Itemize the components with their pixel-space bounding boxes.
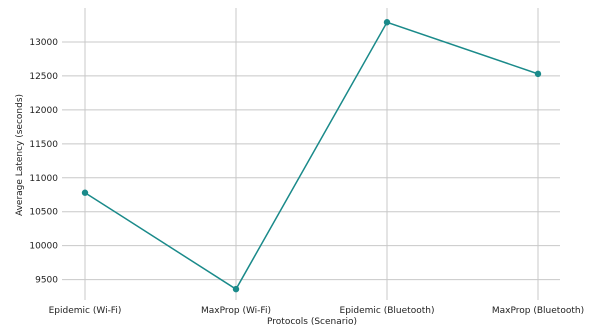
y-tick-label: 13000	[29, 38, 58, 48]
y-tick-label: 11500	[29, 140, 58, 150]
grid	[62, 8, 560, 300]
series	[81, 19, 542, 293]
data-point	[383, 19, 391, 26]
x-tick-label: Epidemic (Bluetooth)	[340, 306, 435, 316]
data-point	[81, 189, 89, 196]
x-axis-label: Protocols (Scenario)	[267, 317, 357, 327]
y-axis-label: Average Latency (seconds)	[15, 94, 25, 216]
x-tick-label: MaxProp (Bluetooth)	[492, 306, 584, 316]
y-tick-label: 10000	[29, 242, 58, 252]
y-tick-label: 11000	[29, 174, 58, 184]
y-axis-ticks: 9500 10000 10500 11000 11500 12000 12500 13000	[29, 38, 58, 286]
x-axis-ticks: Epidemic (Wi-Fi) MaxProp (Wi-Fi) Epidemic …	[49, 306, 584, 316]
y-tick-label: 9500	[35, 276, 58, 286]
y-tick-label: 10500	[29, 208, 58, 218]
data-point	[232, 285, 240, 293]
x-tick-label: MaxProp (Wi-Fi)	[201, 306, 271, 316]
y-tick-label: 12000	[29, 106, 58, 116]
x-tick-label: Epidemic (Wi-Fi)	[49, 306, 122, 316]
data-point	[534, 70, 542, 78]
y-tick-label: 12500	[29, 72, 58, 82]
series-line	[84, 21, 539, 291]
